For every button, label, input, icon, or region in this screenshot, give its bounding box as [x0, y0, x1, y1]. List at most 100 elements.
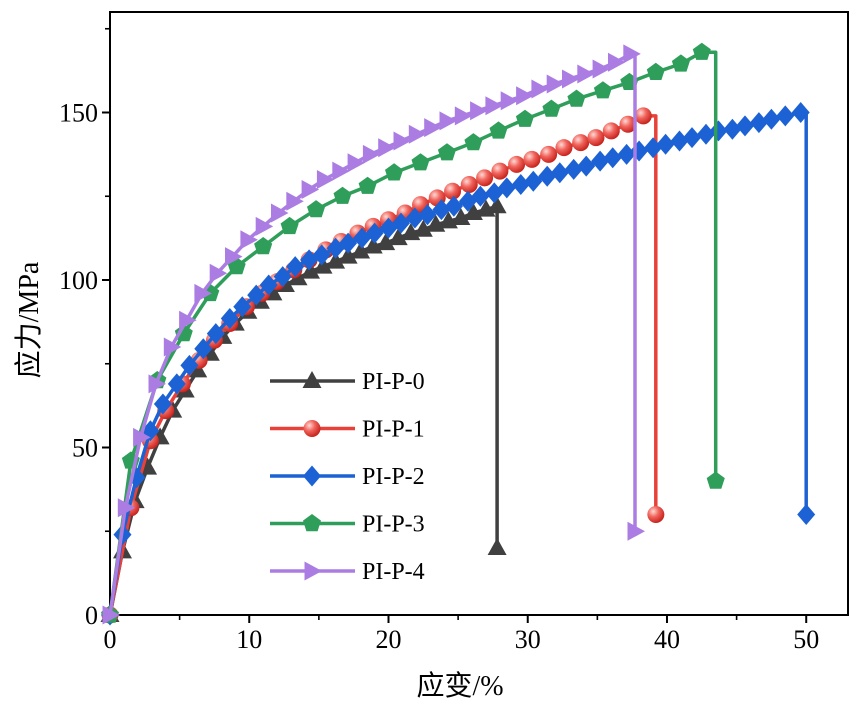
data-point: [247, 284, 266, 306]
legend: PI-P-0 PI-P-1 PI-P-2 PI-P-3 PI-P-4: [270, 369, 425, 585]
legend-item: PI-P-1: [270, 417, 425, 443]
data-point: [460, 176, 478, 194]
data-point: [656, 133, 675, 155]
data-point: [347, 153, 366, 173]
data-point: [540, 145, 558, 163]
series-pi-p-3: [101, 42, 725, 623]
data-point: [524, 170, 543, 192]
data-point: [338, 246, 358, 264]
axes: 0 10 20 30 40 50 0 50 100 150: [59, 27, 819, 654]
data-point: [670, 130, 689, 152]
data-point: [411, 153, 430, 171]
data-point: [286, 191, 304, 211]
y-axis-title: 应力/MPa: [13, 261, 45, 378]
data-point: [697, 123, 715, 145]
data-point: [647, 506, 665, 523]
data-point: [630, 140, 649, 162]
data-point: [233, 296, 252, 318]
data-point: [312, 244, 331, 266]
data-point: [413, 219, 433, 237]
legend-marker: [303, 514, 321, 532]
data-point: [617, 143, 636, 165]
x-axis-title: 应变/%: [416, 670, 503, 702]
data-point: [194, 283, 212, 303]
x-tick-label: 30: [515, 625, 541, 654]
data-point: [437, 143, 456, 161]
data-point: [515, 109, 534, 127]
data-point: [273, 266, 292, 288]
data-point: [592, 59, 611, 79]
x-tick-label: 50: [793, 625, 819, 654]
data-point: [280, 216, 299, 235]
legend-item: PI-P-0: [270, 369, 425, 395]
data-point: [497, 177, 516, 199]
data-point: [167, 373, 186, 395]
data-point: [736, 115, 754, 137]
data-point: [326, 251, 346, 269]
data-point: [153, 393, 172, 415]
data-point: [180, 354, 199, 376]
data-point: [220, 308, 239, 329]
data-point: [471, 185, 490, 207]
data-point: [393, 131, 411, 151]
x-tick-label: 20: [375, 625, 401, 654]
data-point: [644, 137, 663, 159]
data-point: [117, 498, 136, 518]
data-point: [723, 118, 742, 140]
data-point: [194, 338, 213, 360]
legend-item: PI-P-2: [270, 464, 425, 490]
data-point: [706, 471, 725, 489]
data-point: [351, 241, 371, 259]
data-point: [564, 158, 583, 180]
data-point: [627, 521, 645, 541]
legend-label: PI-P-2: [362, 464, 425, 490]
plot-frame: [109, 11, 849, 616]
data-point: [454, 106, 473, 126]
y-tick-label: 150: [59, 99, 98, 128]
data-point: [608, 52, 626, 72]
data-point: [206, 323, 225, 345]
legend-marker: [303, 420, 321, 437]
data-point: [646, 62, 665, 80]
y-tick-label: 50: [72, 434, 98, 463]
data-point: [378, 138, 396, 158]
data-point: [408, 124, 427, 144]
data-point: [286, 256, 305, 278]
data-point: [623, 44, 641, 64]
data-point: [240, 230, 258, 250]
data-point: [546, 74, 565, 94]
data-point: [470, 101, 488, 121]
data-point: [259, 274, 278, 296]
data-point: [385, 163, 404, 181]
data-point: [388, 228, 408, 246]
data-point: [511, 174, 530, 195]
data-point: [432, 199, 451, 221]
data-point: [255, 216, 274, 236]
data-point: [179, 310, 197, 330]
data-point: [405, 207, 424, 229]
series-pi-p-2: [101, 102, 816, 626]
legend-label: PI-P-0: [362, 369, 425, 395]
legend-marker: [303, 465, 321, 487]
data-point: [508, 155, 526, 173]
data-point: [602, 122, 620, 140]
data-point: [358, 176, 377, 194]
data-point: [225, 247, 243, 267]
data-point: [476, 169, 494, 187]
data-point: [392, 212, 410, 234]
data-point: [301, 180, 320, 199]
data-point: [301, 261, 320, 279]
data-point: [148, 374, 166, 394]
data-point: [562, 69, 580, 89]
data-point: [634, 107, 652, 125]
data-point: [271, 203, 289, 223]
data-point: [797, 504, 816, 525]
data-point: [567, 89, 586, 107]
x-tick-label: 0: [104, 625, 117, 654]
data-point: [671, 54, 690, 72]
legend-label: PI-P-3: [362, 512, 425, 538]
data-point: [550, 162, 569, 184]
legend-label: PI-P-4: [362, 559, 425, 585]
data-point: [307, 200, 326, 218]
data-point: [577, 64, 595, 84]
